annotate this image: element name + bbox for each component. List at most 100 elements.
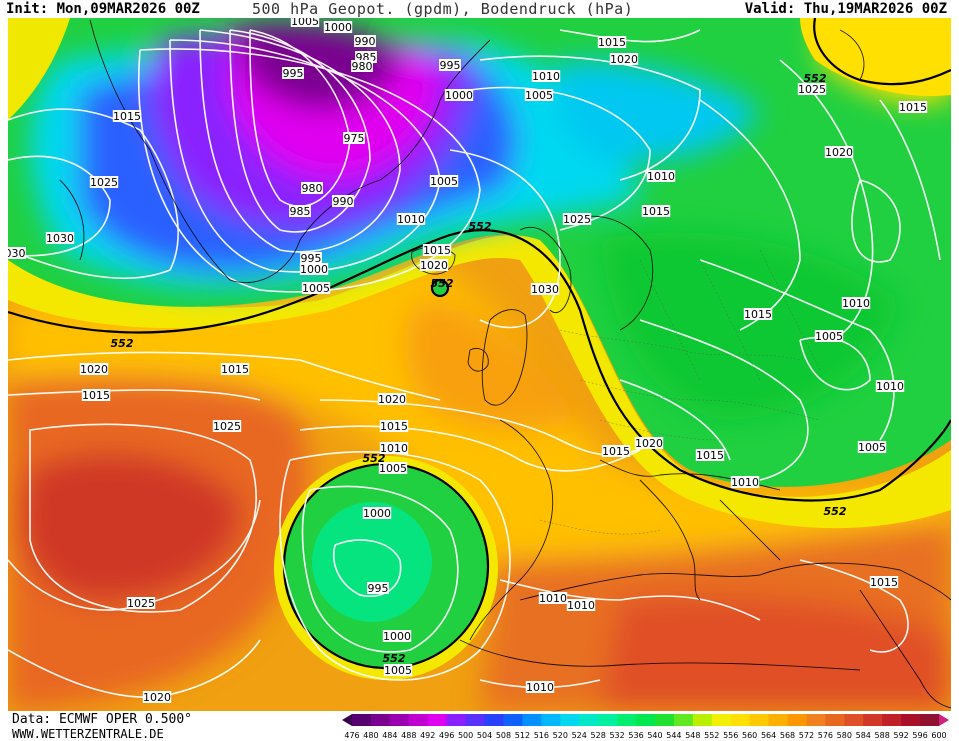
website-link[interactable]: WWW.WETTERZENTRALE.DE bbox=[12, 727, 164, 741]
legend-tick-label: 480 bbox=[363, 731, 378, 740]
isobar_label-label: 995 bbox=[300, 252, 322, 265]
isobar_label-text: 1015 bbox=[380, 420, 408, 433]
legend-swatch bbox=[484, 714, 504, 726]
isobar_label-label: 1020 bbox=[419, 259, 449, 272]
isobar_label-label: 1010 bbox=[875, 380, 905, 393]
legend-swatch bbox=[522, 714, 542, 726]
isobar_label-label: 1010 bbox=[646, 170, 676, 183]
isobar_label-label: 1000 bbox=[362, 507, 392, 520]
isobar_label-label: 1010 bbox=[525, 681, 555, 694]
isobar_label-label: 1025 bbox=[126, 597, 156, 610]
legend-tick-label: 488 bbox=[401, 731, 416, 740]
legend-tick-label: 596 bbox=[912, 731, 927, 740]
legend-swatch bbox=[541, 714, 561, 726]
isobar_label-label: 1005 bbox=[301, 282, 331, 295]
legend-tick-label: 532 bbox=[609, 731, 624, 740]
isobar_label-label: 995 bbox=[282, 67, 304, 80]
isobar_label-text: 1000 bbox=[300, 263, 328, 276]
legend-tick-label: 512 bbox=[515, 731, 530, 740]
legend-tick-label: 568 bbox=[780, 731, 795, 740]
legend-swatch bbox=[427, 714, 448, 726]
legend-tick-label: 544 bbox=[666, 731, 681, 740]
legend-tick-label: 508 bbox=[496, 731, 511, 740]
legend-swatch bbox=[711, 714, 732, 726]
isobar_label-text: 1005 bbox=[525, 89, 553, 102]
isobar_label-text: 1020 bbox=[825, 146, 853, 159]
isobar_label-label: 030 bbox=[8, 247, 26, 260]
isobar_label-text: 1000 bbox=[445, 89, 473, 102]
height_label-text: 552 bbox=[469, 220, 492, 233]
isobar_label-label: 980 bbox=[301, 182, 323, 195]
legend-tick-label: 504 bbox=[477, 731, 492, 740]
isobar_label-text: 1020 bbox=[420, 259, 448, 272]
legend-swatch bbox=[617, 714, 637, 726]
isobar_label-text: 1005 bbox=[858, 441, 886, 454]
isobar_label-label: 1015 bbox=[597, 36, 627, 49]
legend-tick-label: 588 bbox=[875, 731, 890, 740]
legend-tick-label: 540 bbox=[647, 731, 662, 740]
height-labels: 552 552 552 552 552 552 552 bbox=[111, 72, 847, 665]
legend-swatch bbox=[901, 714, 921, 726]
isobar_label-text: 1000 bbox=[324, 21, 352, 34]
isobar_label-text: 1020 bbox=[610, 53, 638, 66]
isobar_label-text: 1005 bbox=[379, 462, 407, 475]
isobar_label-text: 1025 bbox=[127, 597, 155, 610]
height_label-text: 552 bbox=[431, 277, 454, 290]
legend-swatch bbox=[920, 714, 940, 726]
isobar_label-text: 1025 bbox=[563, 213, 591, 226]
isobar_label-text: 1010 bbox=[731, 476, 759, 489]
isobar_label-label: 985 bbox=[289, 205, 311, 218]
isobar_label-text: 1025 bbox=[798, 83, 826, 96]
isobar_label-label: 1010 bbox=[538, 592, 568, 605]
isobar_label-label: 1030 bbox=[45, 232, 75, 245]
isobar_label-label: 1015 bbox=[379, 420, 409, 433]
data-source: Data: ECMWF OPER 0.500° bbox=[12, 712, 193, 727]
height_label-text: 552 bbox=[383, 652, 406, 665]
isobar_label-text: 1015 bbox=[696, 449, 724, 462]
isobar_label-label: 1020 bbox=[79, 363, 109, 376]
isobar_label-text: 1015 bbox=[602, 445, 630, 458]
legend-swatch bbox=[560, 714, 580, 726]
height_label-label: 552 bbox=[111, 337, 134, 350]
isobar_label-label: 995 bbox=[439, 59, 461, 72]
isobar_label-text: 1020 bbox=[378, 393, 406, 406]
legend-swatch bbox=[446, 714, 467, 726]
isobar-labels: 1015102510300301005100099098598099599510… bbox=[8, 18, 928, 704]
isobar_label-text: 1015 bbox=[423, 244, 451, 257]
isobar_label-label: 1005 bbox=[378, 462, 408, 475]
isobar_label-text: 1005 bbox=[430, 175, 458, 188]
legend-swatch bbox=[730, 714, 751, 726]
legend-tick-label: 536 bbox=[628, 731, 643, 740]
legend-tick-label: 516 bbox=[534, 731, 549, 740]
legend-swatch bbox=[749, 714, 770, 726]
isobar_label-text: 1010 bbox=[380, 442, 408, 455]
isobar_label-label: 975 bbox=[343, 132, 365, 145]
legend-tick-label: 496 bbox=[439, 731, 454, 740]
legend-tick-label: 584 bbox=[856, 731, 871, 740]
isobar_label-label: 1020 bbox=[377, 393, 407, 406]
legend-swatch bbox=[768, 714, 789, 726]
isobar_label-label: 1020 bbox=[824, 146, 854, 159]
isobar_label-label: 1005 bbox=[383, 664, 413, 677]
isobar_label-text: 1010 bbox=[532, 70, 560, 83]
isobar_label-text: 995 bbox=[283, 67, 304, 80]
isobar_label-text: 1015 bbox=[82, 389, 110, 402]
isobar_label-label: 1005 bbox=[524, 89, 554, 102]
legend-swatch bbox=[465, 714, 486, 726]
legend-swatch bbox=[692, 714, 713, 726]
legend-swatch bbox=[370, 714, 391, 726]
isobar_label-text: 1010 bbox=[397, 213, 425, 226]
isobar_label-label: 980 bbox=[351, 60, 373, 73]
isobar_label-text: 1000 bbox=[383, 630, 411, 643]
isobar_label-label: 1025 bbox=[562, 213, 592, 226]
isobar_label-label: 1005 bbox=[814, 330, 844, 343]
isobar_label-text: 1015 bbox=[744, 308, 772, 321]
legend-tick-label: 520 bbox=[553, 731, 568, 740]
isobar_label-label: 1010 bbox=[379, 442, 409, 455]
legend-tick-label: 592 bbox=[893, 731, 908, 740]
isobar_label-label: 1020 bbox=[634, 437, 664, 450]
isobar_label-label: 1005 bbox=[857, 441, 887, 454]
isobar_label-label: 1000 bbox=[323, 21, 353, 34]
height_label-text: 552 bbox=[804, 72, 827, 85]
height_label-label: 552 bbox=[824, 505, 847, 518]
